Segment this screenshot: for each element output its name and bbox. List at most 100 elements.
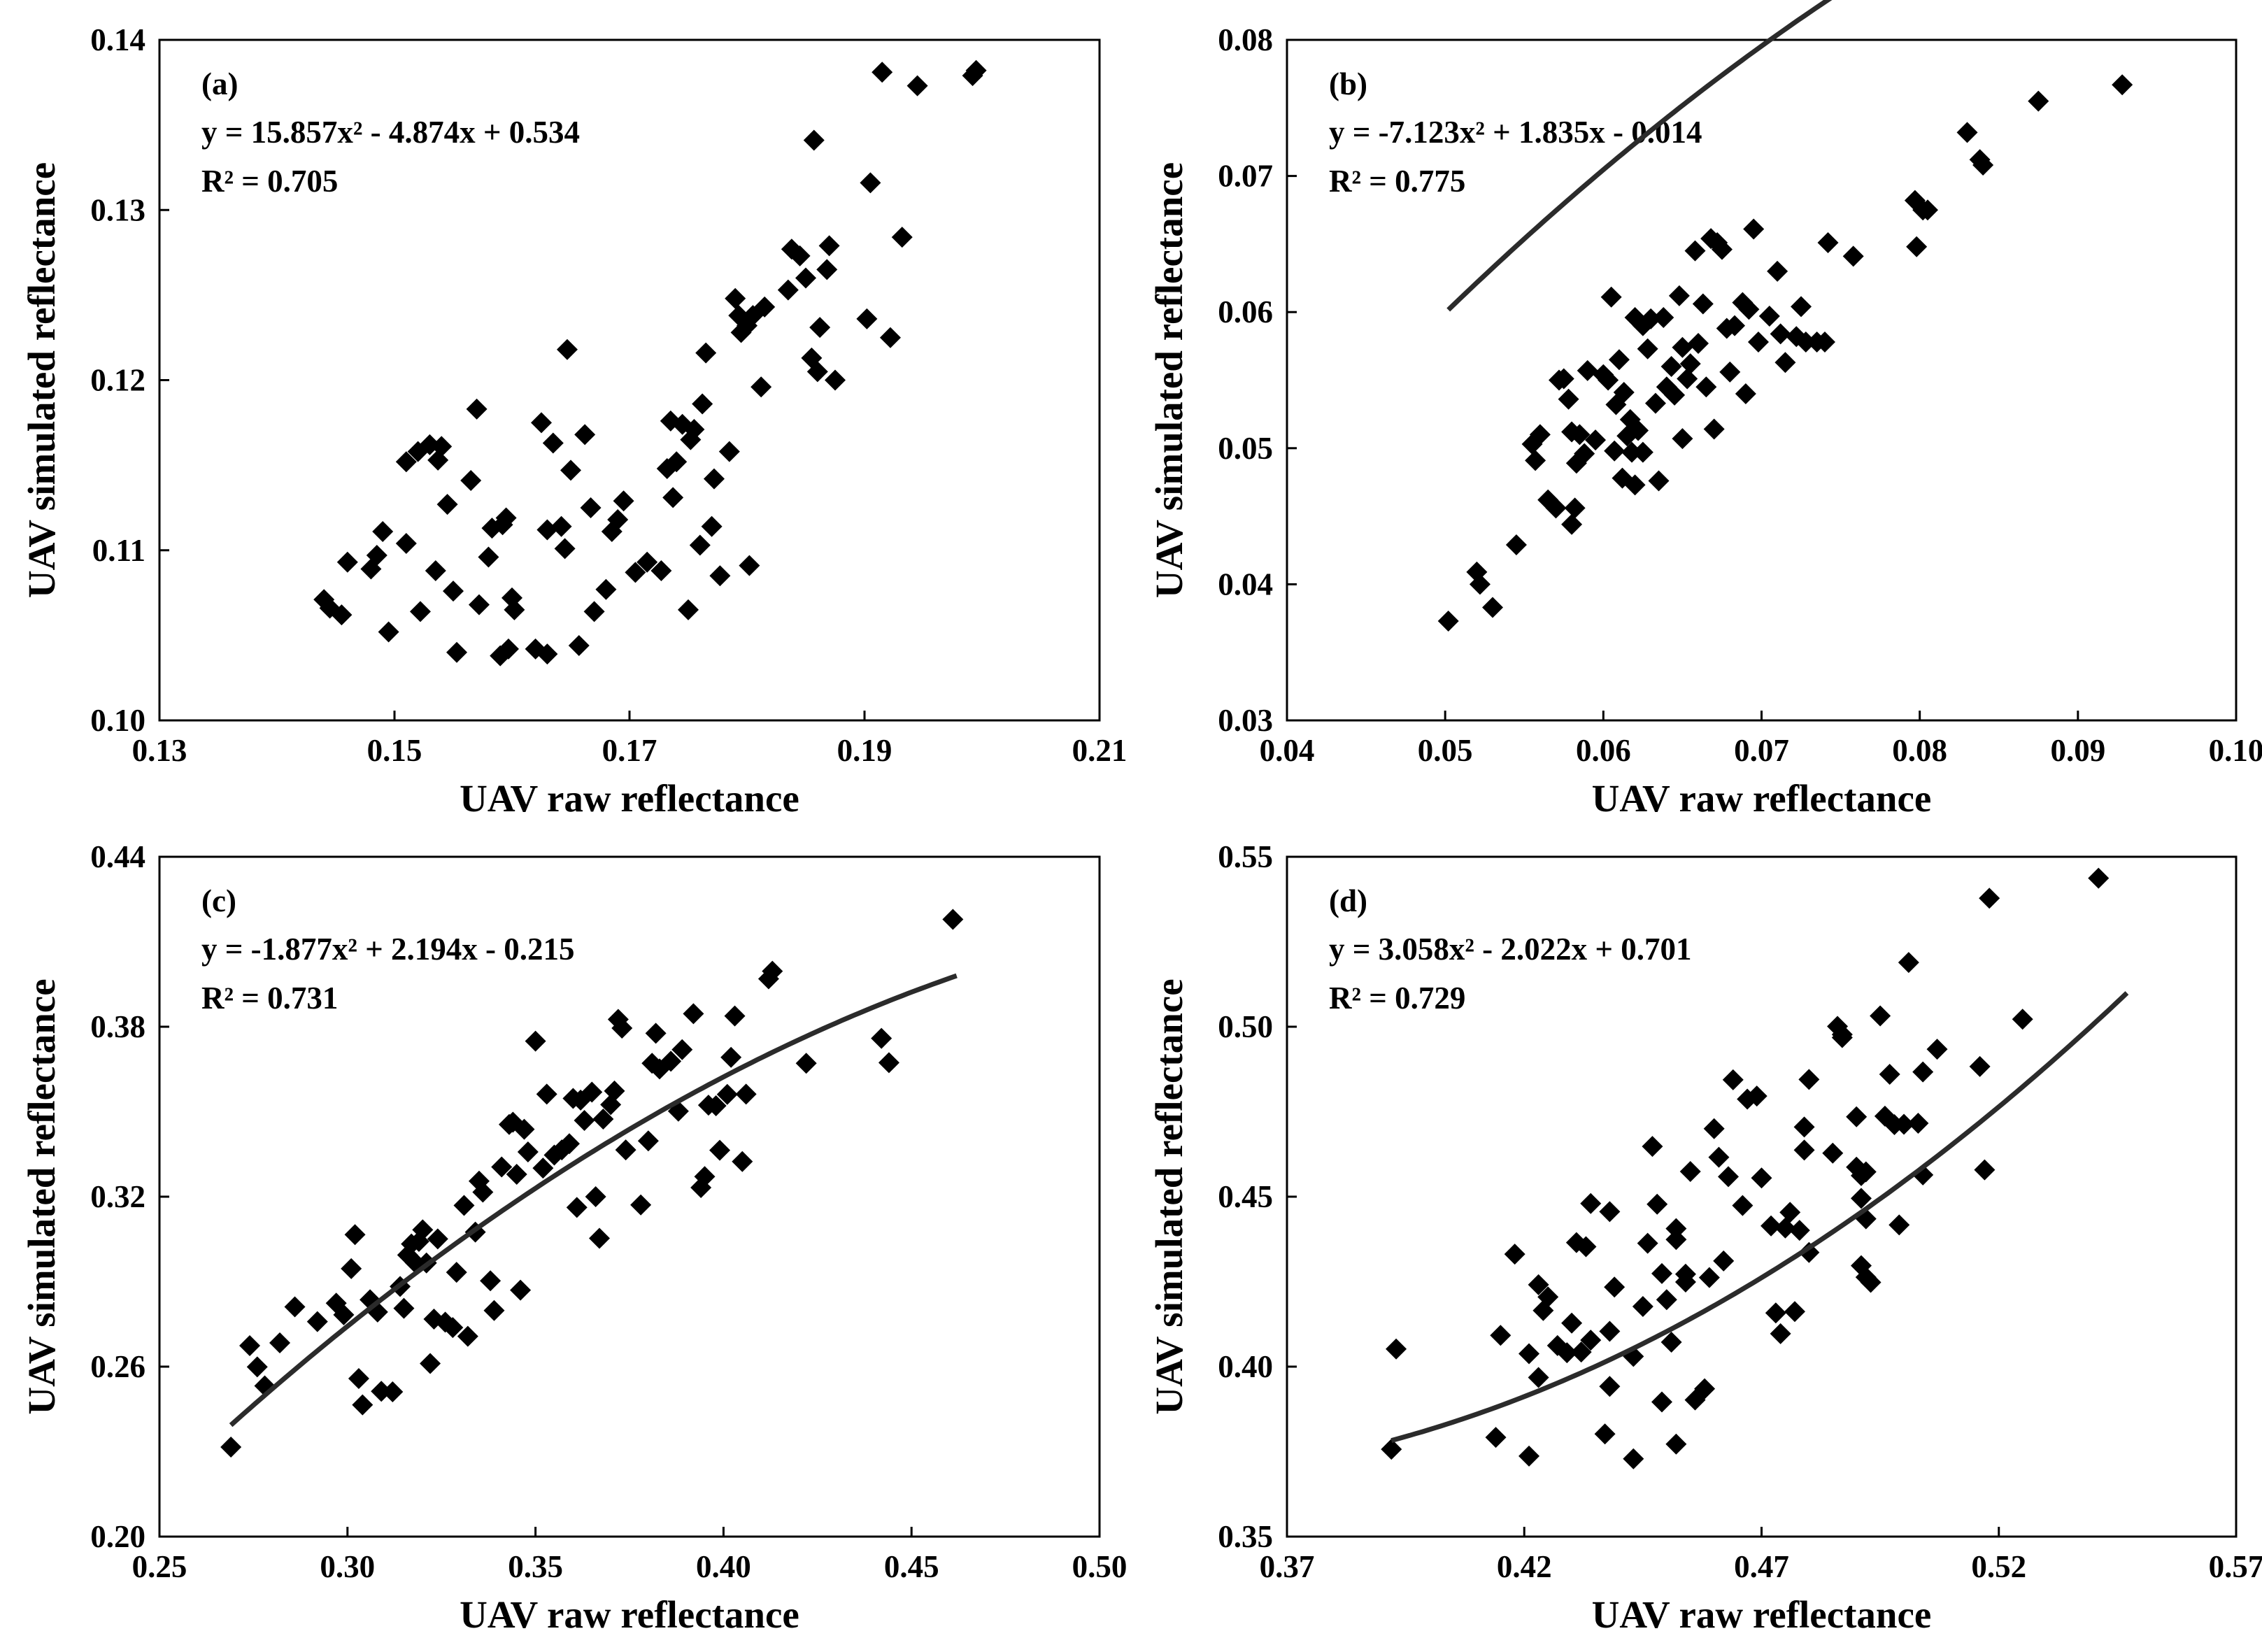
data-point [872, 62, 893, 83]
data-point [284, 1296, 306, 1318]
fit-equation: y = -1.877x² + 2.194x - 0.215 [201, 932, 575, 967]
r-squared: R² = 0.775 [1329, 164, 1465, 199]
data-point [1665, 1433, 1687, 1455]
data-point [497, 638, 519, 660]
data-point [789, 245, 811, 266]
data-point [395, 451, 417, 473]
y-axis-label: UAV simulated reflectance [20, 162, 63, 598]
y-tick-label: 0.20 [90, 1519, 145, 1554]
data-point [724, 1005, 746, 1027]
data-point [495, 507, 517, 529]
data-point [1907, 1113, 1929, 1134]
data-point [331, 604, 353, 626]
data-point [709, 1139, 731, 1161]
y-axis-label: UAV simulated reflectance [1148, 162, 1190, 598]
data-point [1381, 1439, 1402, 1460]
data-point [1644, 392, 1666, 414]
data-point [574, 1110, 595, 1132]
y-tick-label: 0.32 [90, 1179, 145, 1214]
data-point [666, 451, 688, 473]
y-tick-label: 0.50 [1218, 1009, 1273, 1044]
y-axis-label: UAV simulated reflectance [20, 978, 63, 1414]
data-point [352, 1394, 374, 1416]
data-point [1860, 1272, 1882, 1293]
data-point [1738, 299, 1760, 320]
x-tick-label: 0.15 [367, 733, 422, 768]
data-point [588, 1227, 610, 1249]
data-point [942, 909, 964, 930]
data-point [695, 342, 717, 364]
y-tick-label: 0.10 [90, 703, 145, 738]
x-tick-label: 0.42 [1497, 1549, 1552, 1584]
data-point [720, 1046, 742, 1068]
data-point [1504, 1244, 1525, 1265]
data-point [1765, 1302, 1786, 1324]
y-tick-label: 0.38 [90, 1009, 145, 1044]
r-squared: R² = 0.729 [1329, 981, 1465, 1016]
data-point [636, 551, 658, 573]
data-point [1529, 424, 1551, 446]
data-point [1580, 1192, 1602, 1214]
data-point [694, 1166, 716, 1188]
data-point [536, 1083, 557, 1105]
data-point [701, 515, 723, 537]
data-point [803, 129, 825, 151]
data-point [1574, 443, 1595, 464]
data-point [607, 508, 629, 530]
data-point [1599, 1376, 1621, 1397]
data-point [412, 1219, 434, 1241]
data-point [825, 369, 846, 391]
data-point [472, 1181, 494, 1203]
data-point [1898, 952, 1919, 974]
data-point [1537, 1286, 1559, 1308]
data-point [269, 1332, 291, 1353]
data-point [1888, 1214, 1910, 1236]
data-point [556, 339, 578, 360]
data-point [650, 560, 672, 581]
data-point [581, 1081, 603, 1103]
y-axis-label: UAV simulated reflectance [1148, 978, 1190, 1414]
data-point [1822, 1142, 1844, 1164]
data-point [1664, 384, 1686, 406]
data-point [1677, 368, 1698, 390]
data-point [466, 398, 488, 420]
y-tick-label: 0.08 [1218, 22, 1273, 57]
data-point [1732, 1195, 1754, 1216]
data-point [1525, 450, 1546, 471]
data-point [1545, 497, 1567, 519]
data-point [703, 468, 725, 490]
data-point [1608, 349, 1630, 371]
data-point [716, 1083, 738, 1105]
data-point [1703, 418, 1725, 440]
data-point [1656, 1289, 1677, 1311]
data-point [510, 1279, 532, 1301]
data-point [709, 565, 731, 587]
data-point [1956, 122, 1978, 143]
data-point [1577, 359, 1598, 381]
data-point [560, 460, 581, 481]
data-point [420, 1353, 441, 1374]
x-tick-label: 0.19 [837, 733, 892, 768]
data-point [1926, 1039, 1948, 1060]
x-tick-label: 0.05 [1418, 733, 1473, 768]
data-point [1632, 1295, 1653, 1317]
data-point [1556, 1342, 1578, 1364]
data-point [550, 515, 572, 537]
data-point [504, 599, 525, 620]
data-point [1621, 441, 1643, 463]
data-point [1708, 1146, 1730, 1168]
r-squared: R² = 0.731 [201, 981, 338, 1016]
x-tick-label: 0.52 [1971, 1549, 2026, 1584]
data-point [1831, 1027, 1853, 1048]
data-point [558, 1133, 580, 1155]
data-point [625, 562, 646, 583]
data-point [427, 1228, 448, 1250]
panel-label: (b) [1329, 66, 1367, 101]
panel-label: (c) [201, 883, 236, 918]
y-tick-label: 0.40 [1218, 1349, 1273, 1384]
data-point [1660, 356, 1682, 378]
data-point [1580, 1330, 1602, 1351]
y-tick-label: 0.26 [90, 1349, 145, 1384]
data-point [809, 317, 831, 339]
data-point [1642, 1136, 1663, 1158]
